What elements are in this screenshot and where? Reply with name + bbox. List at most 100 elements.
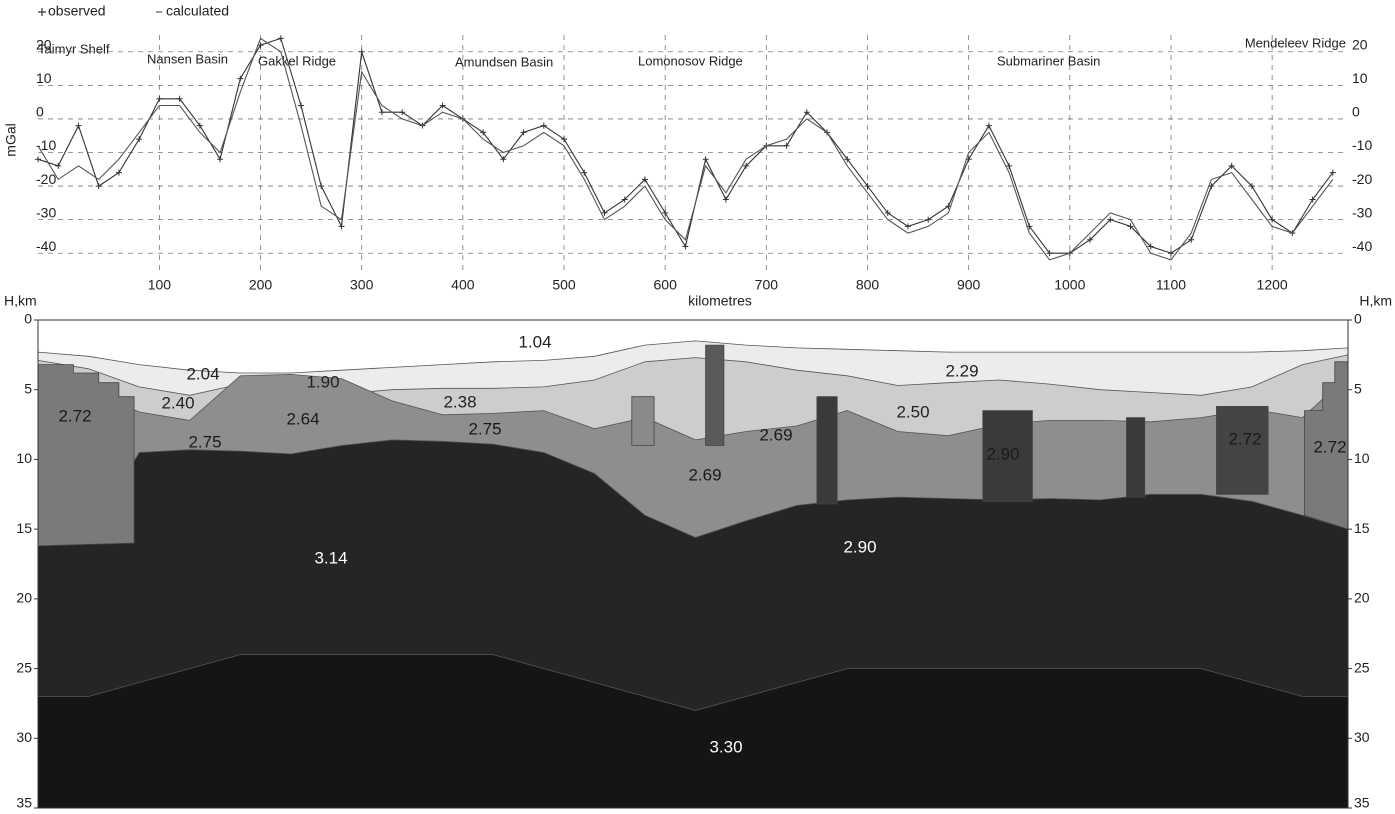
x-tick-label: 400 <box>451 277 475 293</box>
point-marker <box>1087 236 1094 243</box>
density-label: 2.69 <box>759 425 792 444</box>
y-tick-label: 20 <box>16 590 32 606</box>
density-label: 2.40 <box>161 393 194 412</box>
point-marker <box>1269 216 1276 223</box>
y-tick-label: -20 <box>1352 171 1372 187</box>
point-marker <box>925 216 932 223</box>
section-frame <box>37 319 1349 809</box>
x-tick-label: 600 <box>654 277 678 293</box>
point-marker <box>1329 169 1336 176</box>
point-marker <box>500 156 507 163</box>
series-line <box>37 37 1334 261</box>
point-marker <box>743 162 750 169</box>
x-tick-label: 1100 <box>1156 277 1186 293</box>
point-marker <box>237 75 244 82</box>
y-tick-label: 10 <box>36 70 52 86</box>
y-tick-label: 0 <box>24 311 32 327</box>
body <box>1216 405 1269 495</box>
region-label: Taimyr Shelf <box>38 41 110 56</box>
y-tick-label: 25 <box>16 659 32 675</box>
y-tick-label: -10 <box>1352 137 1372 153</box>
point-marker <box>480 129 487 136</box>
point-marker <box>662 209 669 216</box>
x-tick-label: 1200 <box>1257 277 1288 293</box>
point-marker <box>581 169 588 176</box>
density-label: 3.30 <box>709 737 742 756</box>
y-tick-label: 25 <box>1354 659 1370 675</box>
body <box>1304 361 1349 530</box>
point-marker <box>702 156 709 163</box>
y-tick-label: 10 <box>16 450 32 466</box>
x-axis-label: kilometres <box>688 293 752 309</box>
x-tick-label: 800 <box>856 277 880 293</box>
y-tick-label: 5 <box>1354 380 1362 396</box>
y-tick-label: 35 <box>16 795 32 811</box>
point-marker <box>1167 250 1174 257</box>
body <box>1126 417 1146 498</box>
point-marker <box>884 209 891 216</box>
x-tick-label: 100 <box>148 277 172 293</box>
point-marker <box>115 169 122 176</box>
density-label: 2.69 <box>688 465 721 484</box>
y-tick-label: 20 <box>1352 36 1368 52</box>
point-marker <box>621 196 628 203</box>
density-label: 2.90 <box>986 444 1019 463</box>
density-label: 2.29 <box>945 361 978 380</box>
y-tick-label: 30 <box>16 729 32 745</box>
density-label: 1.90 <box>306 372 339 391</box>
point-marker <box>783 142 790 149</box>
y-tick-label: 20 <box>36 36 52 52</box>
point-marker <box>904 223 911 230</box>
point-marker <box>439 102 446 109</box>
y-tick-label: 30 <box>1354 729 1370 745</box>
point-marker <box>196 122 203 129</box>
y-tick-label: 35 <box>1354 795 1370 811</box>
point-marker <box>338 223 345 230</box>
layer <box>37 654 1349 809</box>
point-marker <box>277 35 284 42</box>
density-label: 2.04 <box>186 364 219 383</box>
y-tick-label: -10 <box>36 137 56 153</box>
point-marker <box>985 122 992 129</box>
density-label: 2.75 <box>188 432 221 451</box>
y-tick-label: -20 <box>36 171 56 187</box>
density-label: 2.90 <box>843 537 876 556</box>
legend-label: calculated <box>166 3 229 19</box>
body <box>816 396 838 505</box>
region-label: Nansen Basin <box>147 51 228 66</box>
y-tick-label: 20 <box>1354 590 1370 606</box>
point-marker <box>520 129 527 136</box>
point-marker <box>358 48 365 55</box>
y-tick-label: 5 <box>24 380 32 396</box>
point-marker <box>75 122 82 129</box>
point-marker <box>641 176 648 183</box>
y-tick-label: 0 <box>1352 104 1360 120</box>
y-tick-label: 0 <box>1354 311 1362 327</box>
y-tick-label: 0 <box>36 104 44 120</box>
point-marker <box>844 156 851 163</box>
point-marker <box>55 162 62 169</box>
density-label: 2.72 <box>1228 429 1261 448</box>
point-marker <box>601 209 608 216</box>
point-marker <box>1248 183 1255 190</box>
y-tick-label: 10 <box>1352 70 1368 86</box>
point-marker <box>682 243 689 250</box>
x-tick-label: 900 <box>957 277 981 293</box>
density-label: 2.75 <box>468 419 501 438</box>
y-tick-label: 15 <box>1354 520 1370 536</box>
y-tick-label: 10 <box>1354 450 1370 466</box>
point-marker <box>378 109 385 116</box>
point-marker <box>1147 243 1154 250</box>
region-label: Lomonosov Ridge <box>638 53 743 68</box>
legend-label: observed <box>48 3 106 19</box>
point-marker <box>136 136 143 143</box>
x-tick-label: 500 <box>552 277 576 293</box>
point-marker <box>722 196 729 203</box>
body <box>631 396 655 446</box>
series-line <box>37 37 1334 254</box>
point-marker <box>217 156 224 163</box>
point-marker <box>298 102 305 109</box>
density-label: 2.72 <box>1313 437 1346 456</box>
point-marker <box>176 95 183 102</box>
body <box>982 410 1033 502</box>
